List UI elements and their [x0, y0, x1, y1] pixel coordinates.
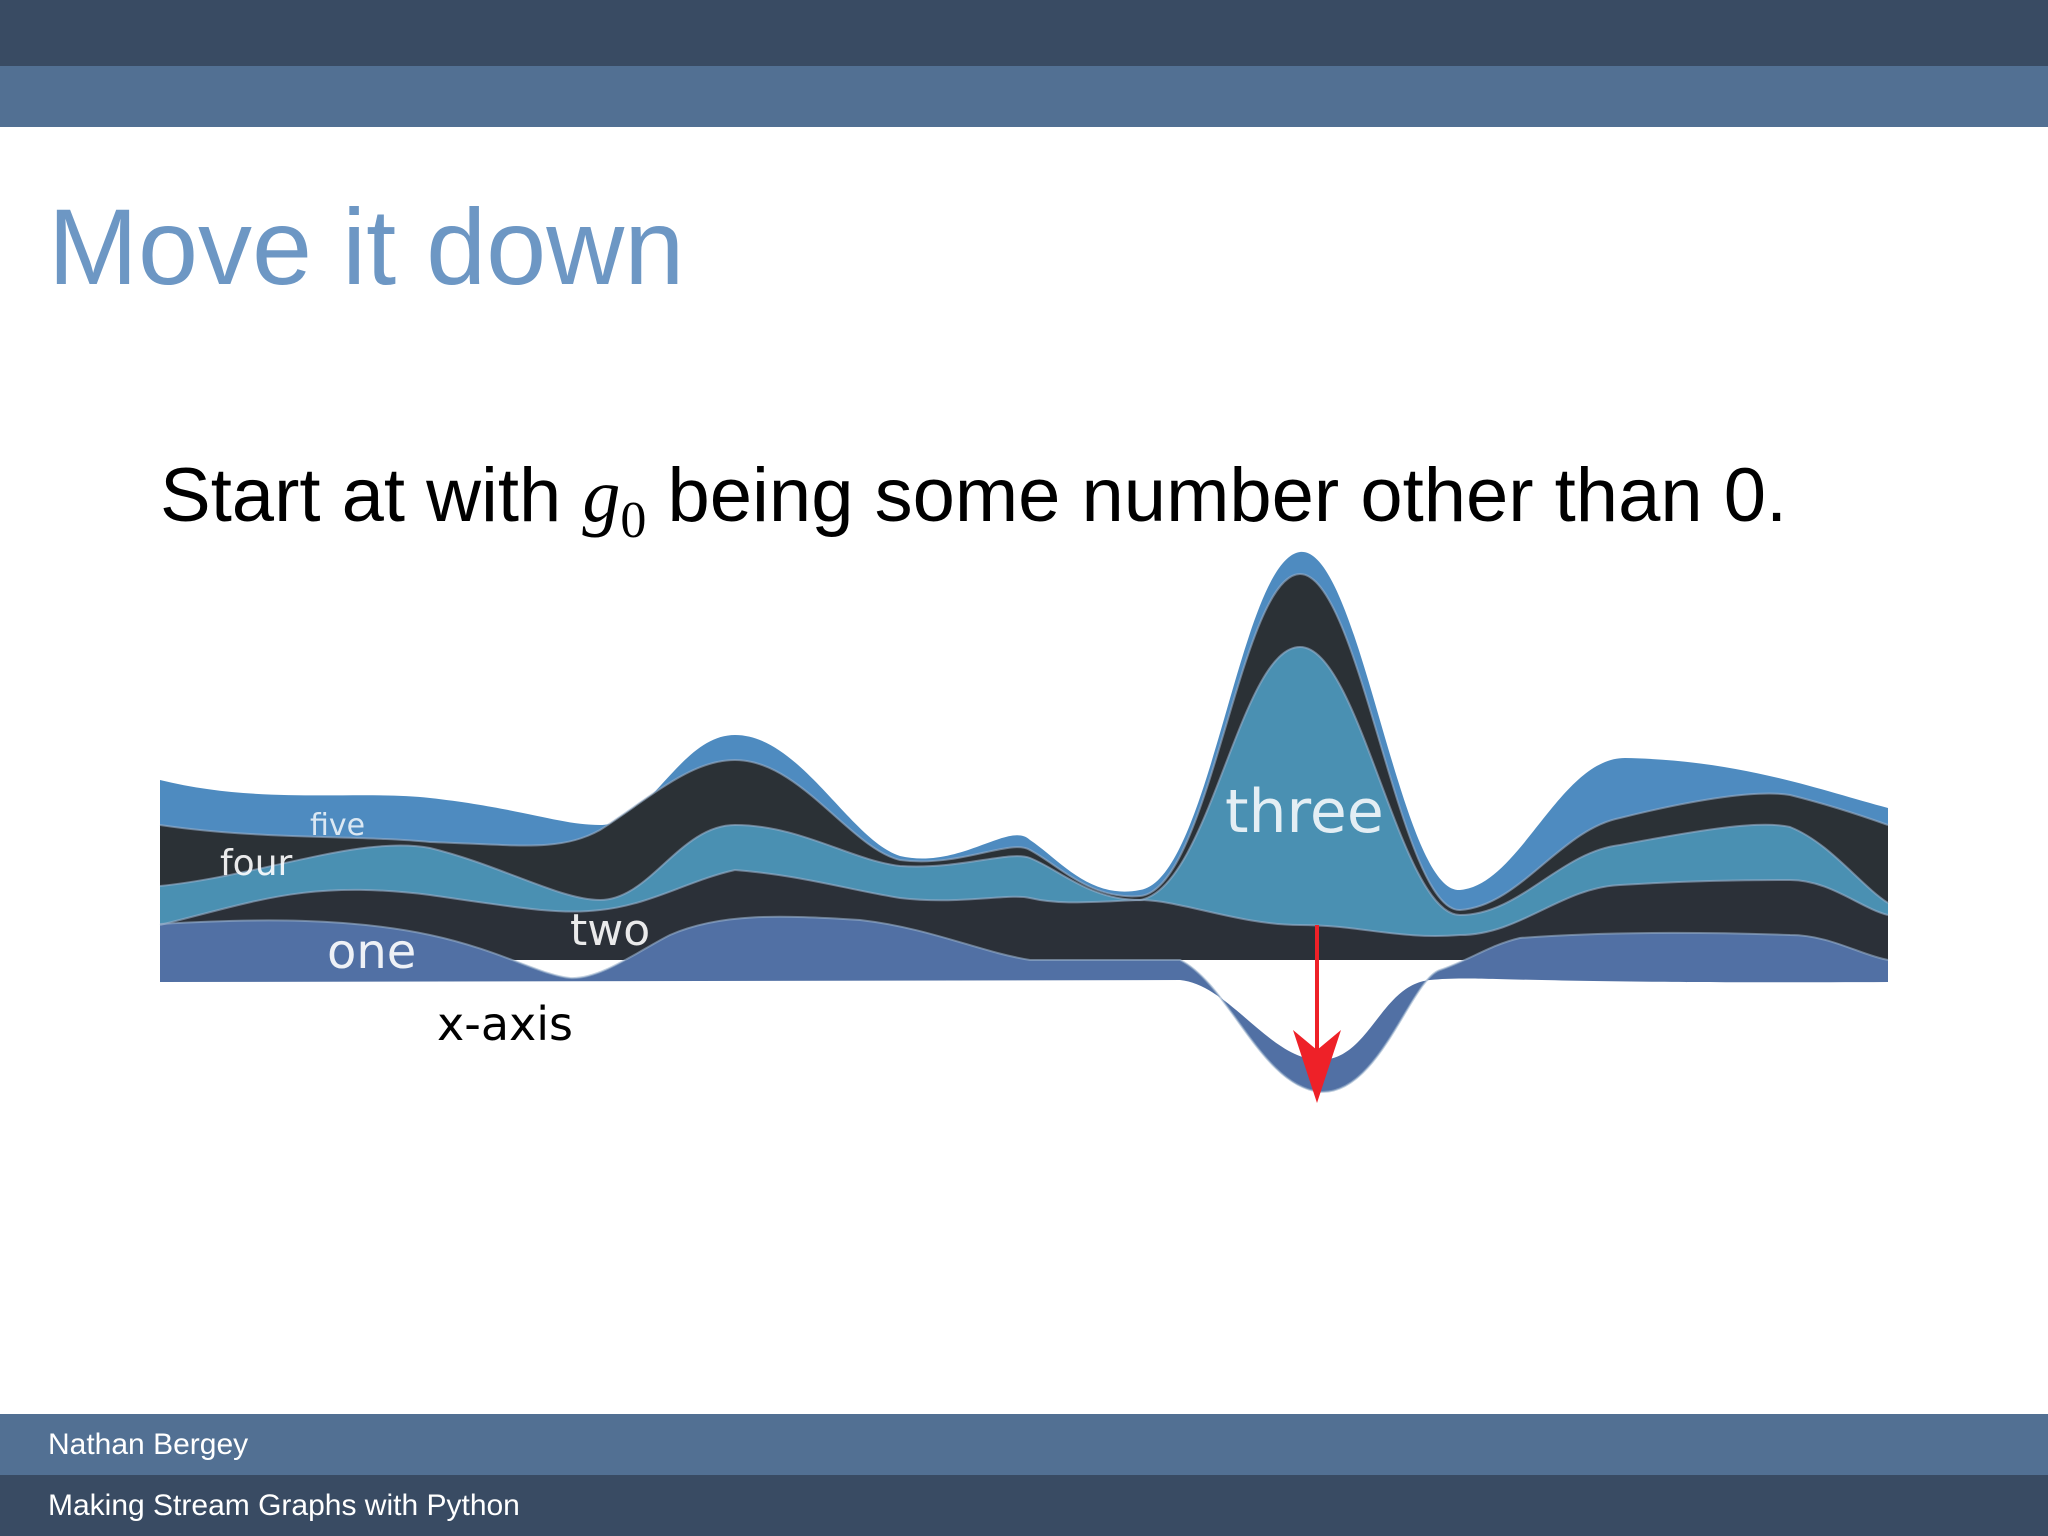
footer-author: Nathan Bergey: [48, 1428, 249, 1461]
math-g0: g0: [582, 454, 646, 549]
header-bottom-band: [0, 66, 2048, 127]
seam-five-four: [159, 572, 1889, 912]
seam-two-one: [159, 915, 1889, 1094]
layer-two-area: [160, 870, 1888, 960]
statement-after: being some number other than 0.: [646, 453, 1788, 538]
seam-three-two: [159, 868, 1889, 938]
math-variable: g: [582, 454, 621, 538]
statement-before: Start at with: [160, 453, 583, 538]
slide-title: Move it down: [48, 186, 685, 307]
header-top-band: [0, 0, 2048, 66]
footer-bottom-band: Making Stream Graphs with Python: [0, 1475, 2048, 1536]
layer-seams: [159, 572, 1889, 1094]
seam-four-three: [159, 645, 1889, 917]
layer-label-four: four: [220, 843, 293, 884]
layer-label-one: one: [327, 924, 416, 980]
slide-statement: Start at with g0 being some number other…: [160, 446, 1787, 571]
layer-one-area: [160, 916, 1888, 1093]
layer-label-three: three: [1225, 777, 1384, 847]
footer-top-band: Nathan Bergey: [0, 1414, 2048, 1475]
layer-label-five: five: [310, 808, 365, 843]
move-down-arrow: [1293, 925, 1341, 1103]
layer-label-two: two: [570, 905, 650, 956]
x-axis-label: x-axis: [437, 997, 573, 1051]
arrow-head: [1293, 1030, 1341, 1103]
layer-four-area: [160, 574, 1888, 960]
footer-talk-title: Making Stream Graphs with Python: [48, 1489, 520, 1522]
math-subscript: 0: [620, 492, 647, 550]
